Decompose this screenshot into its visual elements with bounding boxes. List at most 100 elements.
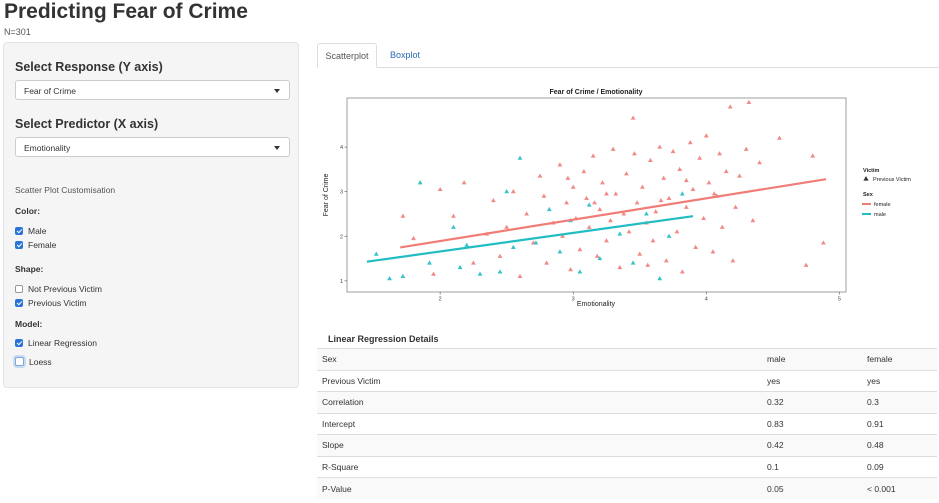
female-point (711, 191, 717, 196)
page-title: Predicting Fear of Crime (4, 0, 248, 23)
table-cell: 0.91 (862, 412, 937, 435)
predictor-select-value: Emotionality (24, 143, 71, 153)
female-point (586, 224, 592, 229)
female-point (471, 260, 476, 265)
table-cell: yes (762, 369, 862, 392)
female-point (679, 269, 685, 274)
female-point (710, 249, 716, 254)
female-point (690, 186, 696, 192)
checkbox-previous-victim[interactable]: Previous Victim (15, 297, 86, 308)
female-regression-line (400, 178, 827, 249)
checkbox-checked-icon[interactable] (15, 240, 23, 249)
male-point (630, 260, 636, 265)
x-tick-label: 3 (572, 297, 575, 303)
checkbox-checked-icon[interactable] (15, 338, 23, 347)
female-point (568, 267, 573, 272)
scatter-plot: Fear of Crime / Emotionality 2 3 4 5 1 2 3 4 Em… (323, 89, 911, 308)
male-point (597, 255, 603, 261)
y-axis-label: Fear of Crime (323, 174, 330, 217)
female-point (706, 180, 712, 185)
female-point (650, 238, 656, 243)
checkbox-female[interactable]: Female (15, 239, 56, 250)
table-cell: 0.3 (862, 391, 937, 413)
table-cell: R-Square (317, 455, 762, 478)
checkbox-checked-icon[interactable] (15, 226, 23, 235)
female-point (581, 168, 587, 174)
tab-bar: Scatterplot Boxplot (317, 43, 939, 68)
female-point (544, 260, 549, 265)
chevron-down-icon (274, 146, 280, 150)
male-regression-line (366, 215, 694, 263)
y-tick-label: 3 (340, 190, 343, 196)
female-point (719, 224, 725, 229)
table-cell: 0.83 (762, 412, 862, 435)
checkbox-linear-regression[interactable]: Linear Regression (15, 337, 97, 348)
male-point (577, 269, 583, 274)
male-point (617, 231, 623, 236)
female-point (592, 200, 597, 205)
female-point (723, 168, 729, 174)
table-cell: Correlation (317, 391, 762, 413)
y-tick-label: 2 (340, 234, 343, 240)
table-cell: male (762, 348, 862, 370)
female-point (737, 173, 742, 178)
regression-title: Linear Regression Details (328, 334, 439, 344)
checkbox-not-previous-victim[interactable]: Not Previous Victim (15, 283, 102, 294)
table-cell: Slope (317, 434, 762, 456)
checkbox-label: Male (28, 225, 47, 236)
table-row: Sex male female (317, 348, 937, 370)
male-point (679, 191, 685, 196)
female-point (645, 262, 651, 267)
checkbox-male[interactable]: Male (15, 225, 46, 236)
female-point (524, 211, 530, 216)
checkbox-label: Female (28, 239, 57, 250)
response-select[interactable]: Fear of Crime (15, 80, 290, 100)
female-point (820, 240, 826, 245)
female-point (701, 215, 707, 221)
tab-scatterplot[interactable]: Scatterplot (317, 43, 377, 68)
male-point (387, 276, 392, 281)
male-point (400, 273, 406, 278)
female-point (647, 157, 653, 163)
female-point (632, 151, 637, 156)
male-point (666, 233, 672, 238)
female-point (624, 171, 629, 176)
female-point (743, 146, 749, 151)
female-point (560, 233, 565, 238)
female-point (497, 253, 503, 258)
female-point (670, 148, 676, 154)
table-row: Intercept 0.83 0.91 (317, 412, 937, 435)
female-point (610, 146, 616, 151)
table-cell: < 0.001 (862, 477, 937, 499)
checkbox-label: Loess (29, 356, 52, 367)
checkbox-label: Previous Victim (28, 297, 87, 308)
tab-boxplot[interactable]: Boxplot (389, 50, 421, 60)
female-point (461, 180, 467, 185)
y-tick-label: 4 (340, 145, 343, 151)
sidebar-panel: Select Response (Y axis) Fear of Crime S… (3, 42, 299, 388)
female-point (674, 229, 680, 234)
x-tick-label: 4 (705, 297, 708, 303)
table-cell: 0.1 (762, 455, 862, 478)
female-point (604, 191, 609, 196)
checkbox-loess[interactable]: Loess (15, 356, 52, 367)
x-tick-label: 5 (838, 297, 841, 303)
male-point (451, 224, 456, 229)
female-point (608, 218, 613, 223)
female-point (600, 180, 605, 185)
checkbox-checked-icon[interactable] (15, 298, 23, 307)
female-point (411, 235, 416, 241)
checkbox-unchecked-icon[interactable] (15, 357, 24, 366)
female-point (510, 189, 516, 194)
table-cell: Previous Victim (317, 369, 762, 392)
female-point (727, 104, 733, 109)
x-tick-label: 2 (439, 297, 442, 303)
male-point (517, 155, 523, 160)
female-point (730, 258, 736, 263)
checkbox-unchecked-icon[interactable] (15, 284, 23, 293)
female-point (677, 166, 683, 171)
predictor-select[interactable]: Emotionality (15, 137, 290, 157)
female-point (663, 258, 669, 263)
female-point (687, 139, 693, 145)
female-point (565, 175, 571, 180)
